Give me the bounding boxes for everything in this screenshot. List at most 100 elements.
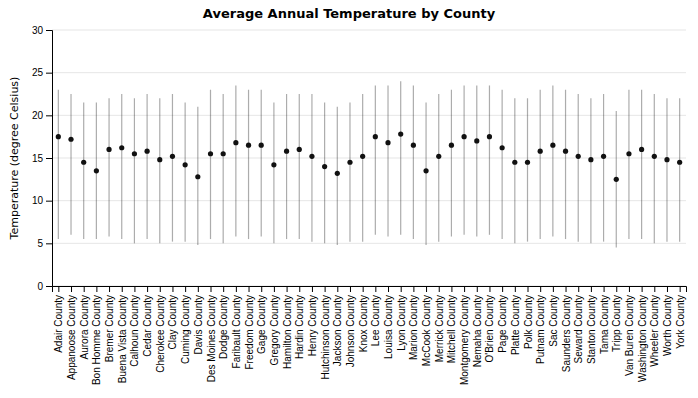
tick: Seward County	[573, 286, 584, 363]
tick-label: Hamilton County	[282, 295, 293, 369]
tick: Faribault County	[231, 286, 242, 368]
tick-mark	[71, 286, 72, 292]
tick: Calhoun County	[129, 286, 140, 367]
tick-label: Appanoose County	[66, 295, 77, 380]
tick-mark	[325, 286, 326, 292]
error-bar	[172, 94, 173, 242]
point	[601, 154, 606, 159]
tick-mark	[160, 286, 161, 292]
point	[68, 137, 73, 142]
point	[512, 160, 517, 165]
error-bar	[248, 90, 249, 239]
tick: Freedom County	[244, 286, 255, 369]
tick-mark	[654, 286, 655, 292]
tick: 5	[37, 238, 52, 249]
point	[677, 160, 682, 165]
point	[436, 154, 441, 159]
tick: Stanton County	[586, 286, 597, 364]
tick-label: Cedar County	[142, 295, 153, 357]
tick-mark	[451, 286, 452, 292]
tick: Hardin County	[294, 286, 305, 359]
error-bar	[654, 94, 655, 243]
axis-line	[46, 31, 53, 287]
tick-label: Worth County	[662, 295, 673, 356]
tick-mark	[299, 286, 300, 292]
tick-mark	[122, 286, 123, 292]
tick-mark	[528, 286, 529, 292]
tick-mark	[172, 286, 173, 292]
error-bar	[375, 85, 376, 234]
tick-label: Faribault County	[231, 295, 242, 368]
tick: Putnam County	[535, 286, 546, 364]
tick: Lyon County	[396, 286, 407, 351]
error-bar	[159, 98, 160, 243]
tick-mark	[261, 286, 262, 292]
point	[132, 151, 137, 156]
tick-label: Tripp County	[611, 295, 622, 352]
point	[550, 143, 555, 148]
error-bar	[641, 90, 642, 239]
point	[588, 157, 593, 162]
error-bar	[603, 94, 604, 242]
tick: Davis County	[193, 286, 204, 354]
tick-mark	[375, 286, 376, 292]
tick-mark	[515, 286, 516, 292]
tick-label: 15	[32, 153, 44, 164]
tick-label: Nemaha County	[472, 295, 483, 367]
error-bar	[527, 98, 528, 241]
tick-mark	[46, 201, 52, 202]
error-bar	[210, 90, 211, 239]
tick-mark	[198, 286, 199, 292]
tick: McCook County	[421, 286, 432, 366]
tick: Louisa County	[383, 286, 394, 359]
chart: 051015202530Adair CountyAppanoose County…	[0, 0, 698, 398]
tick: Dodge County	[218, 286, 229, 359]
tick-label: McCook County	[421, 295, 432, 366]
tick-mark	[84, 286, 85, 292]
tick-label: Gregory County	[269, 295, 280, 366]
tick-mark	[439, 286, 440, 292]
tick: Tama County	[599, 286, 610, 354]
tick-label: Stanton County	[586, 295, 597, 364]
tick-label: Mitchell County	[446, 295, 457, 363]
point	[626, 151, 631, 156]
error-bar	[147, 94, 148, 239]
tick-mark	[337, 286, 338, 292]
tick: Saunders County	[561, 286, 572, 372]
tick-mark	[223, 286, 224, 292]
error-bar	[134, 98, 135, 243]
tick: Tripp County	[611, 286, 622, 352]
error-bar	[261, 90, 262, 237]
error-bar	[223, 94, 224, 243]
point	[398, 132, 403, 137]
tick-label: Clay County	[167, 295, 178, 349]
error-bar	[464, 85, 465, 234]
tick-mark	[46, 286, 52, 287]
error-bar	[502, 90, 503, 239]
tick-label: 0	[37, 281, 43, 292]
point	[664, 157, 669, 162]
tick: 30	[32, 25, 52, 36]
tick-label: Lee County	[370, 295, 381, 346]
error-bar	[235, 85, 236, 236]
tick-label: Van Buren County	[624, 295, 635, 376]
error-bar	[413, 85, 414, 239]
tick-mark	[464, 286, 465, 292]
tick-mark	[46, 73, 52, 74]
x-axis: Adair CountyAppanoose CountyAurora Count…	[53, 286, 687, 385]
tick-mark	[502, 286, 503, 292]
tick-label: Hutchinson County	[320, 295, 331, 380]
tick: Merrick County	[434, 286, 445, 362]
tick: York County	[675, 286, 686, 349]
error-bar	[362, 94, 363, 242]
tick-label: 10	[32, 195, 44, 206]
tick-mark	[629, 286, 630, 292]
error-bar	[451, 90, 452, 237]
tick-label: Johnson County	[345, 295, 356, 367]
tick-label: Page County	[497, 295, 508, 353]
tick: Bremer County	[104, 286, 115, 362]
tick-label: Saunders County	[561, 295, 572, 372]
tick-label: Cuming County	[180, 295, 191, 364]
point	[309, 154, 314, 159]
point	[106, 147, 111, 152]
